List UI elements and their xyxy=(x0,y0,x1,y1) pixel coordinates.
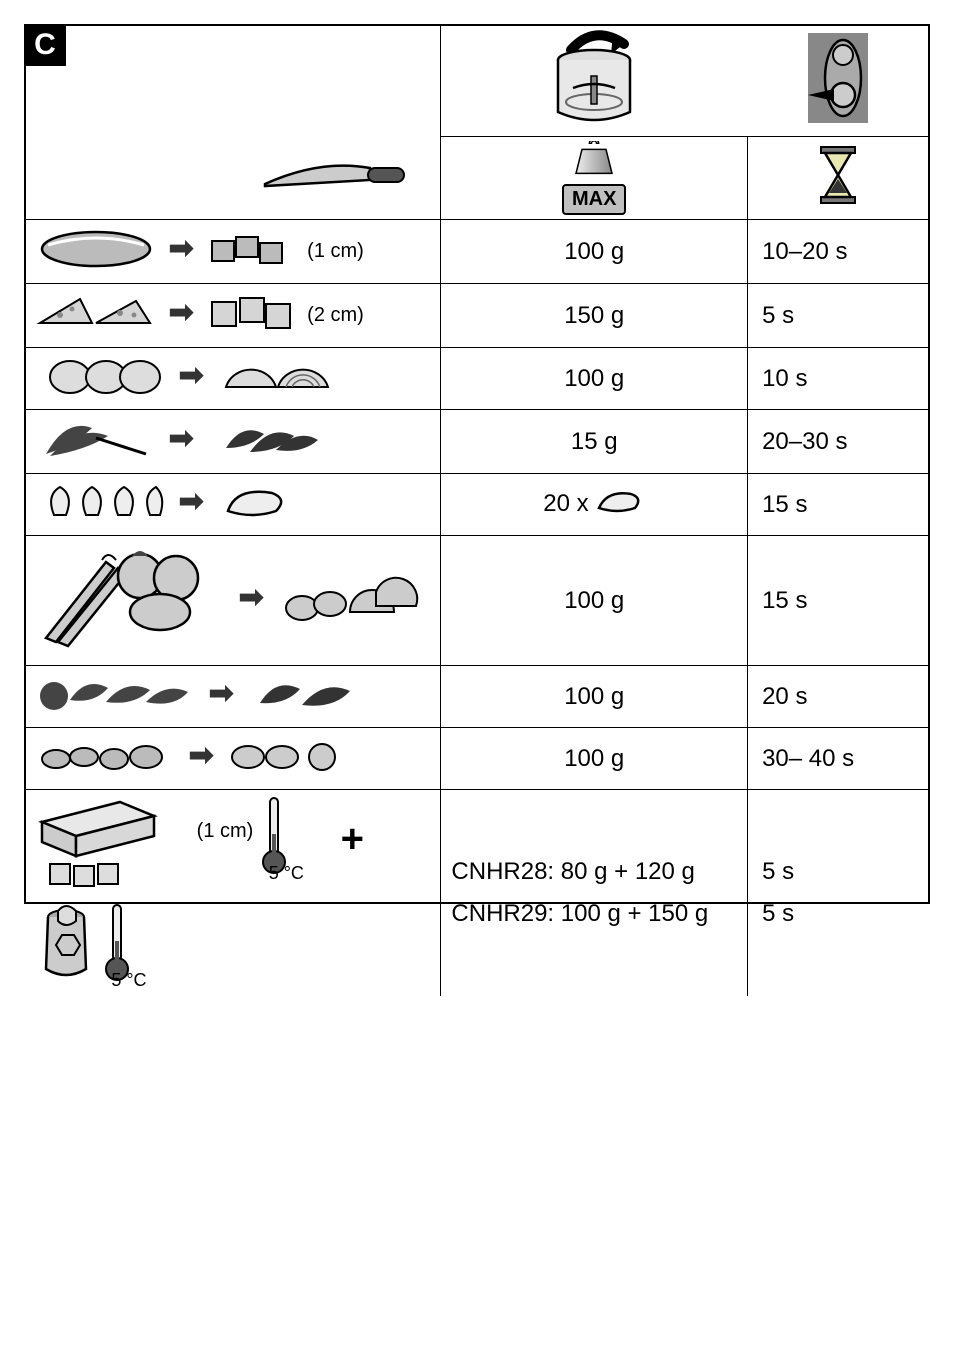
herb-bunch-icon xyxy=(36,414,156,469)
processing-chart-frame: C xyxy=(24,24,930,904)
header-chopper-cell xyxy=(441,26,748,137)
time-line-2: 5 s xyxy=(762,900,918,928)
amount-cell: CNHR28: 80 g + 120 g CNHR29: 100 g + 150… xyxy=(441,790,748,997)
row-meat: ➡ (1 cm) xyxy=(26,220,441,284)
time-cell: 15 s xyxy=(748,536,928,666)
row-onions: ➡ xyxy=(26,348,441,410)
temp-label: 5 °C xyxy=(269,863,304,883)
speed-2-button-icon xyxy=(808,33,868,130)
amount-cell: 15 g xyxy=(441,410,748,474)
herb-leaves-icon xyxy=(206,414,326,469)
header-max-cell: MAX xyxy=(441,137,748,220)
prep-note: (1 cm) xyxy=(197,820,254,842)
time-cell: 15 s xyxy=(748,474,928,536)
time-line-1: 5 s xyxy=(762,858,918,886)
weight-icon xyxy=(559,141,629,184)
amount-line-1: CNHR28: 80 g + 120 g xyxy=(451,858,737,886)
arrow-icon: ➡ xyxy=(163,232,200,265)
honey-jar-icon xyxy=(36,903,96,990)
almonds-icon xyxy=(36,735,176,782)
section-tag: C xyxy=(24,24,66,66)
plus-icon: + xyxy=(341,817,364,861)
arrow-icon: ➡ xyxy=(233,581,270,614)
prep-note: (1 cm) xyxy=(307,240,364,262)
max-label: MAX xyxy=(562,184,626,215)
amount-cell: 100 g xyxy=(441,728,748,790)
meat-cubes-icon xyxy=(206,227,296,276)
veg-pieces-icon xyxy=(276,562,426,639)
row-vegetables: ➡ xyxy=(26,536,441,666)
chopper-bowl-icon xyxy=(539,30,649,132)
header-ingredient-cell xyxy=(26,26,441,137)
row-garlic: ➡ xyxy=(26,474,441,536)
header-time-cell xyxy=(748,137,928,220)
temp-label: 5 °C xyxy=(111,970,146,990)
cheese-cubes-icon xyxy=(206,290,296,341)
amount-cell: 100 g xyxy=(441,536,748,666)
header-knife-cell xyxy=(26,137,441,220)
onion-quarters-icon xyxy=(216,353,336,404)
arrow-icon: ➡ xyxy=(203,677,240,710)
clove-shape-icon xyxy=(595,488,645,521)
time-cell: 30– 40 s xyxy=(748,728,928,790)
hourglass-icon xyxy=(815,145,861,212)
time-cell: 20–30 s xyxy=(748,410,928,474)
page: C xyxy=(0,0,954,1352)
meat-steak-icon xyxy=(36,225,156,278)
garlic-clove-icon xyxy=(216,481,296,528)
processing-table: MAX xyxy=(26,26,928,996)
cheese-icon xyxy=(36,289,156,342)
time-cell: 10 s xyxy=(748,348,928,410)
knife-icon xyxy=(260,154,410,201)
amount-cell: 100 g xyxy=(441,348,748,410)
time-cell: 20 s xyxy=(748,666,928,728)
row-nuts: ➡ xyxy=(26,728,441,790)
arrow-icon: ➡ xyxy=(173,359,210,392)
amount-cell: 150 g xyxy=(441,284,748,348)
amount-cell: 100 g xyxy=(441,666,748,728)
amount-cell: 20 x xyxy=(441,474,748,536)
veg-fruit-icon xyxy=(36,542,226,659)
row-cheese: ➡ (2 cm) xyxy=(26,284,441,348)
arrow-icon: ➡ xyxy=(163,296,200,329)
arrow-icon: ➡ xyxy=(163,422,200,455)
arrow-icon: ➡ xyxy=(183,739,220,772)
time-cell: 5 s 5 s xyxy=(748,790,928,997)
row-herbs: ➡ xyxy=(26,410,441,474)
header-speed-cell xyxy=(748,26,928,137)
garlic-bulbs-icon xyxy=(36,479,166,530)
amount-line-2: CNHR29: 100 g + 150 g xyxy=(451,900,737,928)
onions-icon xyxy=(36,353,166,404)
row-butter-honey: (1 cm) 5 °C + xyxy=(26,790,441,997)
amount-cell: 100 g xyxy=(441,220,748,284)
arrow-icon: ➡ xyxy=(173,485,210,518)
prep-note: (2 cm) xyxy=(307,304,364,326)
amount-count: 20 x xyxy=(543,490,588,517)
time-cell: 10–20 s xyxy=(748,220,928,284)
parsley-leaves-icon xyxy=(246,671,366,722)
time-cell: 5 s xyxy=(748,284,928,348)
row-parsley: ➡ xyxy=(26,666,441,728)
butter-block-icon xyxy=(36,794,186,901)
nuts-icon xyxy=(226,735,346,782)
parsley-icon xyxy=(36,670,196,723)
